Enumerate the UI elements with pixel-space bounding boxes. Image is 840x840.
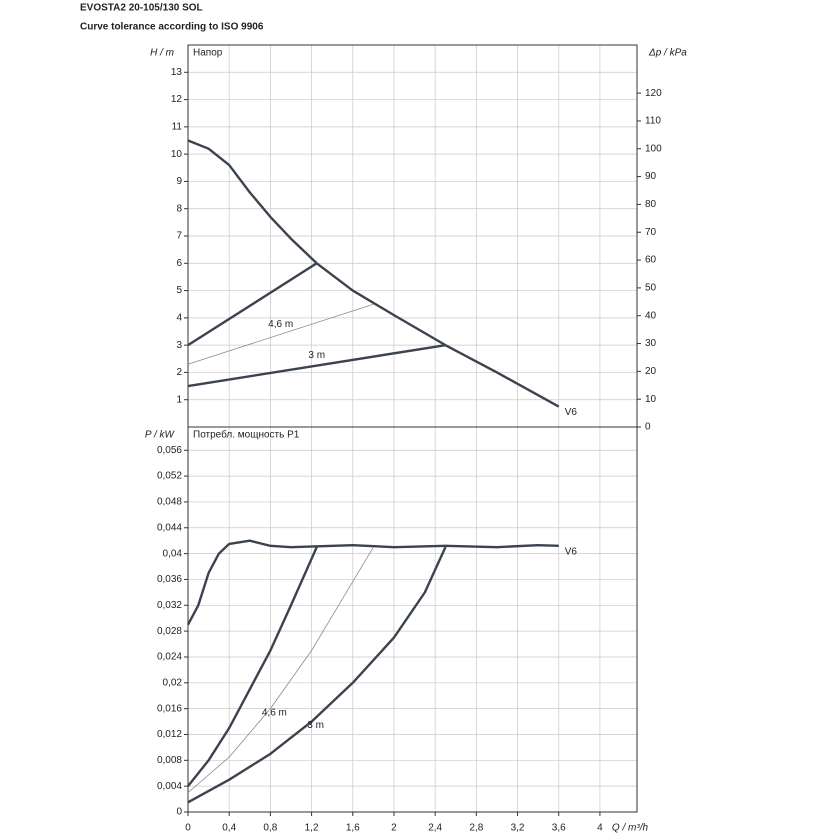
curve bbox=[187, 262, 318, 347]
y2-tick-label: 20 bbox=[645, 366, 657, 377]
curve bbox=[187, 139, 560, 408]
y-tick-label: 5 bbox=[176, 285, 182, 296]
y2-tick-label: 60 bbox=[645, 255, 657, 266]
x-tick-label: 0,8 bbox=[263, 823, 277, 834]
y-tick-label: 8 bbox=[176, 203, 182, 214]
curve bbox=[187, 546, 374, 793]
x-tick-label: 1,6 bbox=[346, 823, 360, 834]
y-tick-label: 1 bbox=[176, 394, 182, 405]
x-tick-label: 3,2 bbox=[511, 823, 525, 834]
y2-tick-label: 80 bbox=[645, 199, 657, 210]
y-tick-label: 12 bbox=[171, 94, 183, 105]
plot-frame bbox=[187, 426, 638, 813]
series-label: 4,6 m bbox=[262, 707, 287, 718]
y-tick-label: 0,052 bbox=[157, 471, 182, 482]
page-title: EVOSTA2 20-105/130 SOL bbox=[80, 3, 203, 14]
curve bbox=[186, 539, 559, 626]
series-label: V6 bbox=[565, 546, 578, 557]
panel-label: Потребл. мощность P1 bbox=[193, 429, 300, 441]
y2-tick-label: 10 bbox=[645, 394, 657, 405]
y-tick-label: 7 bbox=[176, 231, 182, 242]
x-tick-label: 1,2 bbox=[305, 823, 319, 834]
y-tick-label: 3 bbox=[176, 340, 182, 351]
y-tick-label: 0,036 bbox=[157, 574, 182, 585]
y-tick-label: 11 bbox=[172, 121, 183, 132]
y-tick-label: 9 bbox=[176, 176, 182, 187]
curve bbox=[187, 546, 318, 787]
x-tick-label: 0 bbox=[185, 823, 191, 834]
y-tick-label: 0,008 bbox=[157, 755, 182, 766]
series-label: 3 m bbox=[308, 350, 325, 361]
x-axis-label: Q / m³/h bbox=[612, 823, 649, 834]
page-subtitle: Curve tolerance according to ISO 9906 bbox=[80, 22, 264, 33]
x-tick-label: 2 bbox=[391, 823, 397, 834]
curve bbox=[187, 546, 447, 804]
x-tick-label: 4 bbox=[597, 823, 603, 834]
y-tick-label: 10 bbox=[171, 149, 183, 160]
y-tick-label: 0,048 bbox=[157, 497, 182, 508]
y-tick-label: 0,004 bbox=[157, 781, 182, 792]
y-tick-label: 0,028 bbox=[157, 626, 182, 637]
series-label: 4,6 m bbox=[268, 319, 293, 330]
curve bbox=[187, 303, 374, 365]
y-tick-label: 0,02 bbox=[163, 677, 183, 688]
y-tick-label: 0,012 bbox=[157, 729, 182, 740]
x-tick-label: 3,6 bbox=[552, 823, 566, 834]
y-tick-label: 0,044 bbox=[157, 522, 182, 533]
curve bbox=[187, 343, 446, 388]
y-tick-label: 4 bbox=[176, 312, 182, 323]
x-tick-label: 2,8 bbox=[469, 823, 483, 834]
x-tick-label: 2,4 bbox=[428, 823, 442, 834]
y2-tick-label: 120 bbox=[645, 88, 662, 99]
y2-axis-label: Δp / kPa bbox=[648, 48, 687, 59]
y-tick-label: 13 bbox=[171, 67, 183, 78]
y2-tick-label: 40 bbox=[645, 310, 657, 321]
y2-tick-label: 90 bbox=[645, 171, 657, 182]
y-tick-label: 0,032 bbox=[157, 600, 182, 611]
y-tick-label: 0,04 bbox=[163, 548, 183, 559]
series-label: V6 bbox=[565, 407, 578, 418]
y-axis-label: P / kW bbox=[145, 430, 176, 441]
y-tick-label: 0 bbox=[176, 807, 182, 818]
y2-tick-label: 50 bbox=[645, 283, 657, 294]
y-axis-label: H / m bbox=[150, 48, 174, 59]
y2-tick-label: 100 bbox=[645, 143, 662, 154]
y-tick-label: 2 bbox=[176, 367, 182, 378]
panel-label: Напор bbox=[193, 48, 223, 59]
y-tick-label: 6 bbox=[176, 258, 182, 269]
y2-tick-label: 110 bbox=[645, 116, 661, 127]
y-tick-label: 0,016 bbox=[157, 703, 182, 714]
y2-tick-label: 30 bbox=[645, 338, 657, 349]
y-tick-label: 0,056 bbox=[157, 445, 182, 456]
x-tick-label: 0,4 bbox=[222, 823, 236, 834]
y2-tick-label: 0 bbox=[645, 422, 651, 433]
series-label: 3 m bbox=[307, 720, 324, 731]
y2-tick-label: 70 bbox=[645, 227, 657, 238]
y-tick-label: 0,024 bbox=[157, 652, 182, 663]
